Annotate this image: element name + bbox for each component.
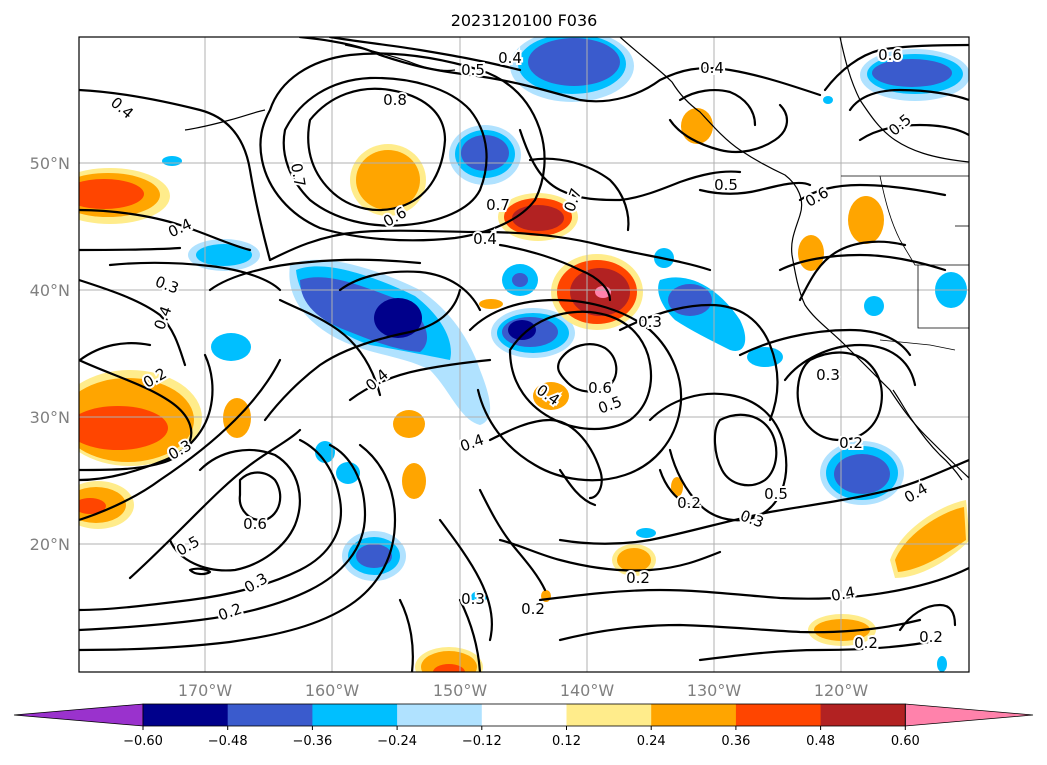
positive-anomaly-west-50n <box>79 168 170 224</box>
colorbar-tick-label: −0.12 <box>462 734 502 749</box>
colorbar: −0.60 −0.48 −0.36 −0.24 −0.12 0.12 0.24 0.36 0.4… <box>13 703 1034 749</box>
contour-label: 0.3 <box>638 313 662 331</box>
colorbar-segment <box>566 704 652 726</box>
contour-label: 0.2 <box>854 634 878 652</box>
contour-label: 0.2 <box>919 628 943 646</box>
contour-label: 0.3 <box>816 366 840 384</box>
longitude-labels: 170°W 160°W 150°W 140°W 130°W 120°W <box>178 681 869 700</box>
contour-label: 0.4 <box>700 59 724 77</box>
colorbar-tick-label: 0.36 <box>721 734 750 749</box>
negative-anomaly-northeast <box>860 49 969 101</box>
negative-anomaly-155w <box>449 125 521 185</box>
colorbar-tick-label: 0.12 <box>552 734 581 749</box>
colorbar-segment <box>651 704 737 726</box>
colorbar-extend-low <box>13 703 144 727</box>
contour-label: 0.2 <box>677 494 701 512</box>
colorbar-tick-label: −0.36 <box>292 734 332 749</box>
colorbar-frame <box>142 703 906 727</box>
colorbar-tick-label: −0.24 <box>377 734 417 749</box>
contour-label: 0.2 <box>839 434 863 452</box>
lon-label-170w: 170°W <box>178 681 233 700</box>
lat-label-50n: 50°N <box>30 154 70 173</box>
plot-area: 0.40.50.70.60.80.40.40.70.60.70.50.50.60… <box>79 37 969 672</box>
contour-label: 0.6 <box>243 515 267 533</box>
contour-label: 0.5 <box>461 61 485 79</box>
lon-label-120w: 120°W <box>814 681 869 700</box>
positive-anomaly-west-22n <box>79 481 134 529</box>
contour-label: 0.4 <box>473 230 497 248</box>
contour-label: 0.6 <box>588 379 612 397</box>
negative-anomaly-north-top <box>510 37 634 102</box>
colorbar-segment <box>820 704 906 726</box>
colorbar-tick-label: 0.60 <box>891 734 920 749</box>
lon-label-160w: 160°W <box>305 681 360 700</box>
contour-lines <box>79 37 969 672</box>
lon-label-130w: 130°W <box>687 681 742 700</box>
colorbar-segment <box>735 704 822 726</box>
positive-anomaly-se-20n <box>890 500 969 578</box>
contour-label: 0.5 <box>764 485 788 503</box>
contour-label: 0.5 <box>714 176 738 194</box>
contour-label: 0.6 <box>878 46 902 64</box>
lat-label-40n: 40°N <box>30 281 70 300</box>
colorbar-segment <box>143 704 229 726</box>
graticule <box>79 37 969 672</box>
lon-label-140w: 140°W <box>560 681 615 700</box>
colorbar-extend-high <box>904 703 1034 727</box>
contour-label: 0.2 <box>521 600 545 618</box>
latitude-labels: 50°N 40°N 30°N 20°N <box>30 154 70 554</box>
colorbar-segment <box>312 704 398 726</box>
map-frame <box>78 36 970 673</box>
colorbar-tick-label: −0.48 <box>208 734 248 749</box>
contour-label: 0.2 <box>626 569 650 587</box>
negative-anomaly-20n-155w <box>342 531 406 581</box>
colorbar-segment <box>227 704 313 726</box>
contour-label: 0.3 <box>461 590 485 608</box>
colorbar-segment <box>397 704 483 726</box>
colorbar-segment <box>481 704 567 726</box>
positive-anomaly-bc <box>848 196 884 244</box>
colorbar-tick-label: 0.48 <box>806 734 835 749</box>
colorbar-tick-label: 0.24 <box>637 734 666 749</box>
contour-label: 0.8 <box>383 91 407 109</box>
lon-label-150w: 150°W <box>433 681 488 700</box>
negative-anomaly-25n-120w <box>820 441 904 505</box>
contour-label: 0.7 <box>486 196 510 214</box>
lat-label-20n: 20°N <box>30 535 70 554</box>
lat-label-30n: 30°N <box>30 408 70 427</box>
positive-anomaly-160w <box>350 144 426 216</box>
contour-label: 0.4 <box>498 49 522 67</box>
map-title: 2023120100 F036 <box>451 11 598 30</box>
positive-anomaly-40n-140w <box>551 254 643 330</box>
positive-anomaly-panhandle <box>681 108 713 144</box>
colorbar-tick-label: −0.60 <box>123 734 163 749</box>
